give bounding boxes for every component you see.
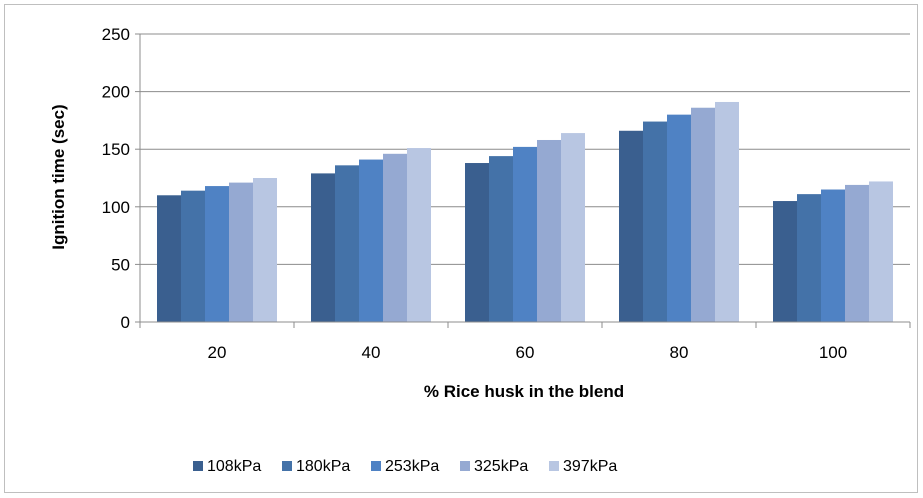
y-tick-label: 0: [121, 313, 130, 332]
bar-253kPa-20: [205, 186, 229, 322]
legend-label: 180kPa: [296, 458, 350, 475]
bar-180kPa-20: [181, 190, 205, 322]
y-tick-label: 100: [102, 198, 130, 217]
bar-253kPa-80: [667, 114, 691, 322]
y-tick-label: 250: [102, 25, 130, 44]
bar-397kPa-40: [407, 148, 431, 322]
bar-108kPa-40: [311, 173, 335, 322]
x-tick-label: 20: [208, 343, 227, 362]
bar-397kPa-60: [561, 133, 585, 322]
legend-swatch: [282, 461, 292, 471]
legend-label: 397kPa: [563, 458, 617, 475]
legend: 108kPa 180kPa 253kPa 325kPa 397kPa: [193, 458, 617, 475]
bar-325kPa-40: [383, 153, 407, 322]
legend-swatch: [460, 461, 470, 471]
bar-325kPa-80: [691, 107, 715, 322]
x-tick-label: 100: [819, 343, 847, 362]
y-tick-labels: 0 50 100 150 200 250: [102, 25, 130, 332]
legend-swatch: [549, 461, 559, 471]
bar-108kPa-60: [465, 163, 489, 322]
bar-108kPa-100: [773, 201, 797, 322]
bar-180kPa-60: [489, 156, 513, 322]
bar-180kPa-100: [797, 194, 821, 322]
bar-108kPa-80: [619, 130, 643, 322]
x-axis-title: % Rice husk in the blend: [424, 382, 624, 401]
axes: [135, 33, 911, 328]
bar-253kPa-60: [513, 146, 537, 322]
chart-frame: [4, 4, 918, 493]
x-tick-labels: 20 40 60 80 100: [208, 343, 848, 362]
bar-253kPa-40: [359, 159, 383, 322]
y-tick-label: 200: [102, 83, 130, 102]
bar-397kPa-100: [869, 181, 893, 322]
bars: [157, 101, 893, 322]
bar-325kPa-100: [845, 184, 869, 322]
x-tick-label: 80: [670, 343, 689, 362]
bar-108kPa-20: [157, 195, 181, 322]
bar-397kPa-20: [253, 178, 277, 322]
bar-180kPa-80: [643, 121, 667, 322]
legend-label: 108kPa: [207, 458, 261, 475]
legend-label: 253kPa: [385, 458, 439, 475]
y-axis-title: Ignition time (sec): [49, 104, 68, 249]
bar-325kPa-60: [537, 139, 561, 322]
x-tick-label: 40: [362, 343, 381, 362]
legend-label: 325kPa: [474, 458, 528, 475]
y-tick-label: 150: [102, 140, 130, 159]
y-tick-label: 50: [111, 255, 130, 274]
legend-swatch: [193, 461, 203, 471]
legend-swatch: [371, 461, 381, 471]
bar-325kPa-20: [229, 182, 253, 322]
bar-397kPa-80: [715, 101, 739, 322]
x-tick-label: 60: [516, 343, 535, 362]
bar-253kPa-100: [821, 189, 845, 322]
bar-180kPa-40: [335, 165, 359, 322]
